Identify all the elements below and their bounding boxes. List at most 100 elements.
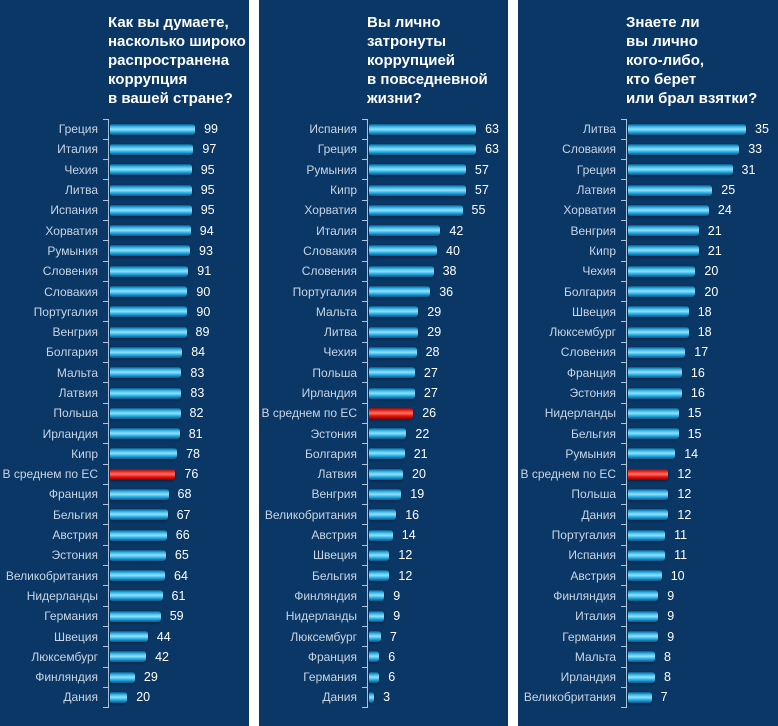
country-label: Испания: [50, 203, 98, 218]
value-label: 17: [694, 345, 709, 360]
country-bar: [110, 387, 182, 399]
bar-row: Словакия 33: [518, 138, 778, 159]
country-label: Мальта: [574, 649, 616, 664]
country-bar: [628, 225, 699, 237]
value-label: 27: [423, 386, 438, 400]
country-label: Словакия: [303, 243, 357, 258]
axis-tick: [621, 159, 627, 161]
country-label: Литва: [583, 122, 616, 137]
country-bar: [628, 184, 713, 196]
value-label: 14: [401, 528, 416, 543]
value-label: 15: [687, 426, 702, 441]
country-bar: [628, 143, 740, 155]
country-label: Хорватия: [563, 203, 616, 218]
axis-tick: [103, 402, 109, 404]
country-bar: [628, 407, 679, 419]
country-bar: [369, 468, 403, 480]
axis-tick: [103, 341, 109, 343]
axis-tick: [621, 707, 627, 709]
bar-row: Австрия 10: [518, 565, 778, 586]
panel-separator: [249, 0, 259, 726]
value-label: 42: [155, 649, 169, 664]
country-bar: [110, 265, 189, 277]
value-label: 8: [664, 670, 671, 685]
bar-row: Великобритания 16: [259, 504, 508, 525]
country-bar: [110, 671, 135, 683]
bar-row: Финляндия 9: [518, 585, 778, 606]
value-label: 59: [169, 609, 184, 624]
axis-tick: [103, 159, 109, 161]
country-label: Люксембург: [549, 325, 616, 340]
axis-tick: [621, 382, 627, 384]
bar-row: Люксембург 7: [259, 625, 508, 646]
country-label: Дания: [322, 690, 357, 705]
axis-tick: [621, 666, 627, 668]
axis-tick: [103, 138, 109, 140]
axis-tick: [103, 321, 109, 323]
bar-row: Великобритания 64: [0, 565, 249, 586]
value-label: 26: [422, 406, 437, 421]
axis-tick: [362, 686, 368, 688]
bar-row: Германия 59: [0, 605, 249, 626]
country-label: Польша: [312, 365, 357, 380]
bar-row: Нидерланды 61: [0, 585, 249, 606]
axis-tick: [103, 301, 109, 303]
value-label: 12: [398, 568, 413, 583]
bar-row: Австрия 66: [0, 524, 249, 545]
country-bar: [628, 529, 666, 541]
country-bar: [628, 245, 699, 257]
value-label: 76: [184, 467, 199, 482]
value-label: 93: [199, 243, 213, 258]
axis-tick: [621, 686, 627, 688]
bar-chart: Литва 35 Словакия 33 Греция 31 Латвия 25 Хорвати…: [518, 118, 778, 709]
bar-row: Литва 29: [259, 321, 508, 342]
value-label: 66: [175, 528, 190, 543]
country-bar: [628, 306, 689, 318]
country-label: Франция: [566, 365, 616, 380]
country-label: Германия: [44, 609, 98, 624]
axis-tick: [103, 280, 109, 282]
country-bar: [369, 610, 385, 622]
country-bar: [110, 631, 148, 643]
axis-tick: [621, 321, 627, 323]
country-label: В среднем по ЕС: [261, 406, 357, 421]
country-label: Великобритания: [5, 568, 98, 583]
axis-tick: [103, 199, 109, 201]
bar-row: Испания 11: [518, 544, 778, 565]
axis-tick: [362, 605, 368, 607]
country-label: Финляндия: [294, 588, 357, 603]
country-bar: [110, 326, 187, 338]
value-label: 91: [197, 264, 212, 279]
country-label: Эстония: [569, 386, 617, 400]
country-bar: [369, 570, 390, 582]
value-label: 38: [442, 264, 457, 279]
bar-row: Франция 68: [0, 483, 249, 504]
country-bar: [369, 184, 466, 196]
axis-tick: [621, 301, 627, 303]
axis-tick: [621, 544, 627, 546]
country-bar: [110, 549, 166, 561]
bar-row: Венгрия 21: [518, 219, 778, 240]
country-label: Великобритания: [264, 507, 357, 522]
value-label: 9: [393, 609, 401, 624]
value-label: 20: [136, 690, 151, 705]
country-bar: [628, 509, 669, 521]
bar-row: Латвия 20: [259, 463, 508, 484]
value-label: 12: [677, 507, 692, 522]
axis-tick: [103, 565, 109, 567]
bar-row: Мальта 29: [259, 301, 508, 322]
bar-row: Швеция 18: [518, 301, 778, 322]
axis-tick: [103, 585, 109, 587]
country-bar: [110, 691, 128, 703]
country-label: Мальта: [56, 365, 98, 380]
country-label: Болгария: [564, 284, 616, 299]
axis-tick: [362, 362, 368, 364]
country-label: Болгария: [305, 446, 357, 461]
country-bar: [369, 123, 477, 135]
bar-row: Италия 97: [0, 138, 249, 159]
country-bar: [369, 326, 419, 338]
country-bar: [628, 610, 659, 622]
value-label: 65: [174, 548, 189, 563]
country-label: Венгрия: [570, 223, 616, 238]
chart-title: Вы лично затронуты коррупцией в повседне…: [367, 14, 488, 107]
